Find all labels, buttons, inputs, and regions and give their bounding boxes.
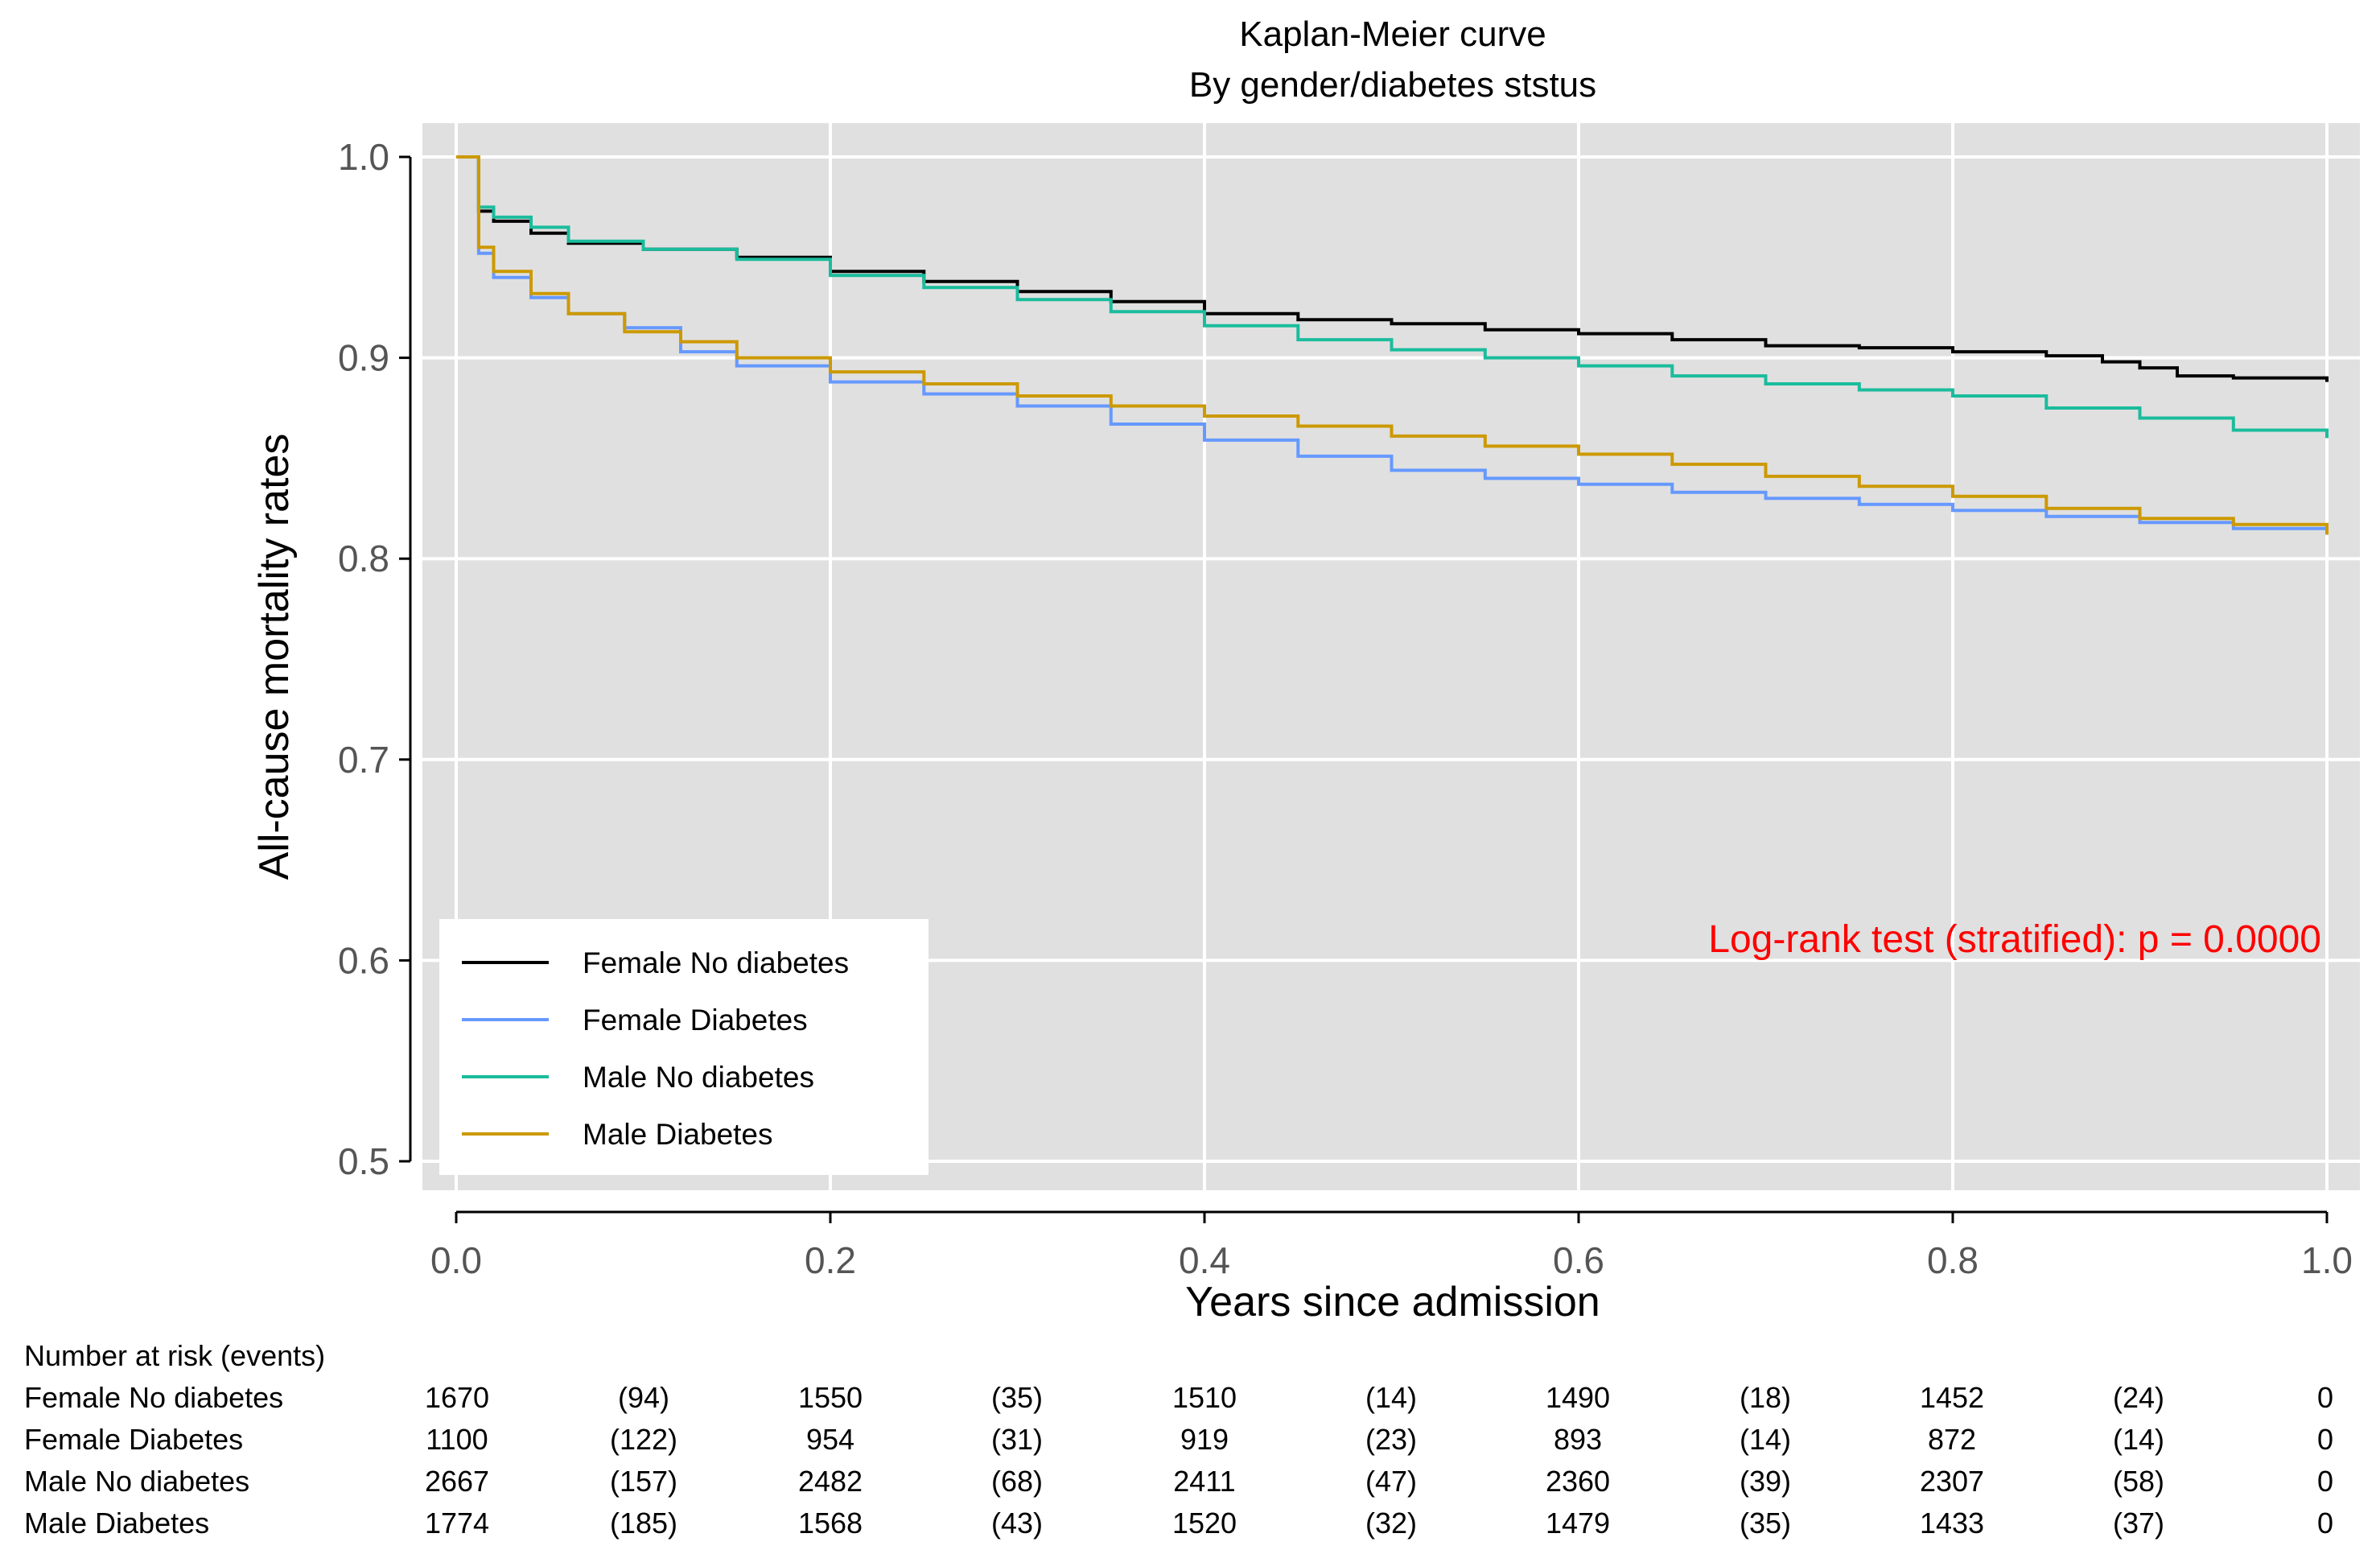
risk-cell-1-10: (24)	[2113, 1381, 2164, 1414]
risk-cell-3-9: 2307	[1920, 1465, 1984, 1498]
risk-cell-4-2: (185)	[610, 1507, 677, 1540]
risk-cell-3-11: 0	[2317, 1465, 2333, 1498]
risk-cell-1-9: 1452	[1920, 1381, 1984, 1414]
y-axis-label: All-cause mortality rates	[251, 434, 298, 880]
y-tick-label-5: 1.0	[338, 136, 389, 178]
risk-cell-3-4: (68)	[991, 1465, 1043, 1498]
risk-cell-1-11: 0	[2317, 1381, 2333, 1414]
x-axis-label: Years since admission	[1185, 1279, 1600, 1325]
risk-cell-1-1: 1670	[425, 1381, 489, 1414]
risk-cell-2-7: 893	[1554, 1423, 1602, 1456]
risk-row-name-2: Female Diabetes	[24, 1423, 243, 1456]
risk-row-name-3: Male No diabetes	[24, 1465, 249, 1498]
y-axis: 0.5 0.6 0.7 0.8 0.9 1.0	[338, 136, 412, 1182]
risk-cell-2-9: 872	[1928, 1423, 1976, 1456]
risk-cell-3-1: 2667	[425, 1465, 489, 1498]
risk-cell-4-4: (43)	[991, 1507, 1043, 1540]
x-tick-label-3: 0.6	[1553, 1239, 1604, 1281]
risk-cell-2-6: (23)	[1365, 1423, 1417, 1456]
risk-cell-3-6: (47)	[1365, 1465, 1417, 1498]
risk-cell-3-2: (157)	[610, 1465, 677, 1498]
chart-subtitle: By gender/diabetes ststus	[1189, 65, 1596, 105]
risk-cell-3-8: (39)	[1740, 1465, 1791, 1498]
risk-cell-2-8: (14)	[1740, 1423, 1791, 1456]
risk-cell-3-10: (58)	[2113, 1465, 2164, 1498]
risk-cell-1-5: 1510	[1172, 1381, 1237, 1414]
risk-row-name-4: Male Diabetes	[24, 1507, 209, 1540]
risk-cell-1-2: (94)	[618, 1381, 669, 1414]
legend: Female No diabetes Female Diabetes Male No…	[439, 919, 929, 1175]
y-tick-label-2: 0.7	[338, 739, 389, 781]
risk-cell-4-1: 1774	[425, 1507, 489, 1540]
risk-cell-2-4: (31)	[991, 1423, 1043, 1456]
risk-cell-4-9: 1433	[1920, 1507, 1984, 1540]
x-tick-label-0: 0.0	[430, 1239, 482, 1281]
risk-cell-2-5: 919	[1180, 1423, 1229, 1456]
risk-table-header: Number at risk (events)	[24, 1339, 325, 1372]
series-layer	[456, 155, 2329, 535]
risk-cell-3-5: 2411	[1173, 1465, 1235, 1498]
x-tick-label-1: 0.2	[805, 1239, 856, 1281]
risk-cell-1-6: (14)	[1365, 1381, 1417, 1414]
legend-label-4: Male Diabetes	[583, 1118, 773, 1151]
risk-cell-4-3: 1568	[798, 1507, 863, 1540]
risk-cell-4-11: 0	[2317, 1507, 2333, 1540]
x-tick-label-2: 0.4	[1179, 1239, 1230, 1281]
series-line-1	[456, 155, 2329, 382]
y-tick-label-0: 0.5	[338, 1140, 389, 1182]
legend-label-3: Male No diabetes	[583, 1061, 814, 1094]
risk-cell-1-3: 1550	[798, 1381, 863, 1414]
y-tick-label-3: 0.8	[338, 538, 389, 579]
series-line-3	[456, 155, 2329, 439]
x-tick-label-5: 1.0	[2301, 1239, 2353, 1281]
risk-cell-4-10: (37)	[2113, 1507, 2164, 1540]
y-tick-label-4: 0.9	[338, 337, 389, 379]
risk-cell-3-7: 2360	[1546, 1465, 1610, 1498]
risk-cell-4-5: 1520	[1172, 1507, 1237, 1540]
log-rank-annotation: Log-rank test (stratified): p = 0.0000	[1708, 918, 2321, 961]
risk-cell-2-2: (122)	[610, 1423, 677, 1456]
y-tick-label-1: 0.6	[338, 939, 389, 981]
x-axis: 0.0 0.2 0.4 0.6 0.8 1.0	[430, 1210, 2353, 1281]
risk-cell-3-3: 2482	[798, 1465, 863, 1498]
series-line-4	[456, 155, 2329, 535]
risk-cell-4-8: (35)	[1740, 1507, 1791, 1540]
risk-row-name-1: Female No diabetes	[24, 1381, 283, 1414]
risk-cell-4-6: (32)	[1365, 1507, 1417, 1540]
risk-cell-1-4: (35)	[991, 1381, 1043, 1414]
legend-label-2: Female Diabetes	[583, 1004, 808, 1037]
risk-cell-4-7: 1479	[1546, 1507, 1610, 1540]
chart-title: Kaplan-Meier curve	[1239, 14, 1546, 54]
risk-cell-2-10: (14)	[2113, 1423, 2164, 1456]
risk-cell-2-11: 0	[2317, 1423, 2333, 1456]
risk-cell-1-8: (18)	[1740, 1381, 1791, 1414]
risk-cell-2-3: 954	[806, 1423, 854, 1456]
risk-cell-1-7: 1490	[1546, 1381, 1610, 1414]
risk-table: Number at risk (events) Female No diabet…	[24, 1339, 2333, 1540]
x-tick-label-4: 0.8	[1927, 1239, 1979, 1281]
risk-cell-2-1: 1100	[426, 1423, 488, 1456]
legend-label-1: Female No diabetes	[583, 946, 849, 979]
